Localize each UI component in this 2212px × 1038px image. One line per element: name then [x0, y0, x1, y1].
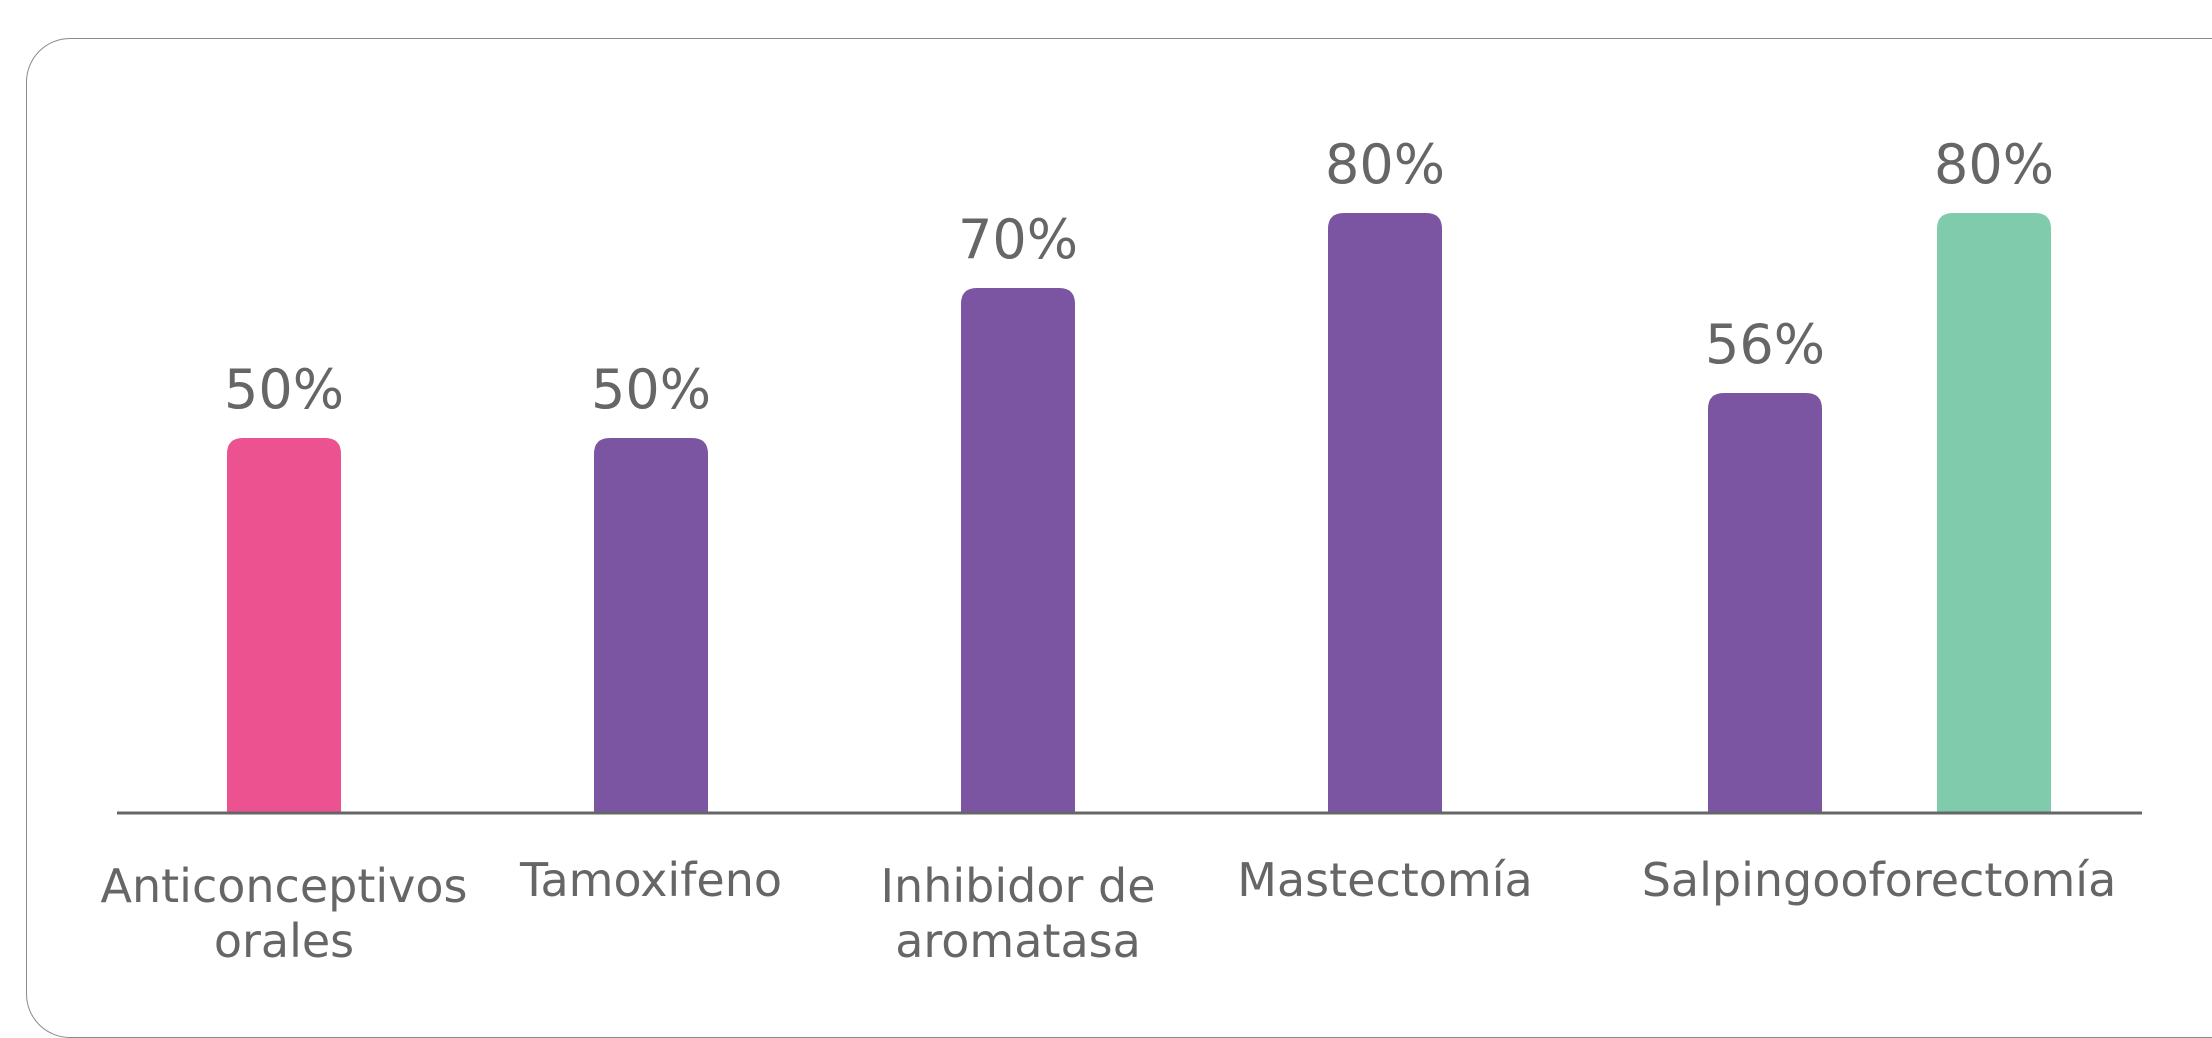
category-label-line: Tamoxifeno: [519, 853, 782, 907]
category-label-line: Mastectomía: [1237, 853, 1532, 907]
category-label-line: Inhibidor de: [880, 859, 1155, 913]
chart-frame: [26, 38, 2212, 1038]
value-label-6: 80%: [1934, 133, 2054, 196]
category-labels: Anticonceptivos orales Tamoxifeno Inhibidor…: [101, 853, 2117, 965]
bar-4: [1328, 213, 1442, 813]
bar-3: [961, 288, 1075, 813]
bars-layer: [227, 213, 2051, 813]
category-label-1: Anticonceptivos orales: [101, 859, 468, 965]
category-label-line: Anticonceptivos: [101, 859, 468, 913]
value-labels: 50% 50% 70% 80% 56% 80%: [224, 133, 2054, 421]
category-label-5: Salpingooforectomía: [1642, 853, 2117, 907]
value-label-3: 70%: [958, 208, 1078, 271]
bar-1: [227, 438, 341, 813]
bar-6: [1937, 213, 2051, 813]
category-label-4: Mastectomía: [1237, 853, 1532, 907]
category-label-line: Salpingooforectomía: [1642, 853, 2117, 907]
category-label-2: Tamoxifeno: [519, 853, 782, 907]
value-label-2: 50%: [591, 358, 711, 421]
bar-chart: 50% 50% 70% 80% 56% 80% Anticonceptivos orales…: [101, 133, 2142, 965]
value-label-1: 50%: [224, 358, 344, 421]
value-label-4: 80%: [1325, 133, 1445, 196]
category-label-line: orales: [214, 914, 354, 965]
category-label-3: Inhibidor de aromatasa: [880, 859, 1155, 965]
value-label-5: 56%: [1705, 313, 1825, 376]
bar-5: [1708, 393, 1822, 813]
category-label-line: aromatasa: [895, 914, 1141, 965]
bar-2: [594, 438, 708, 813]
